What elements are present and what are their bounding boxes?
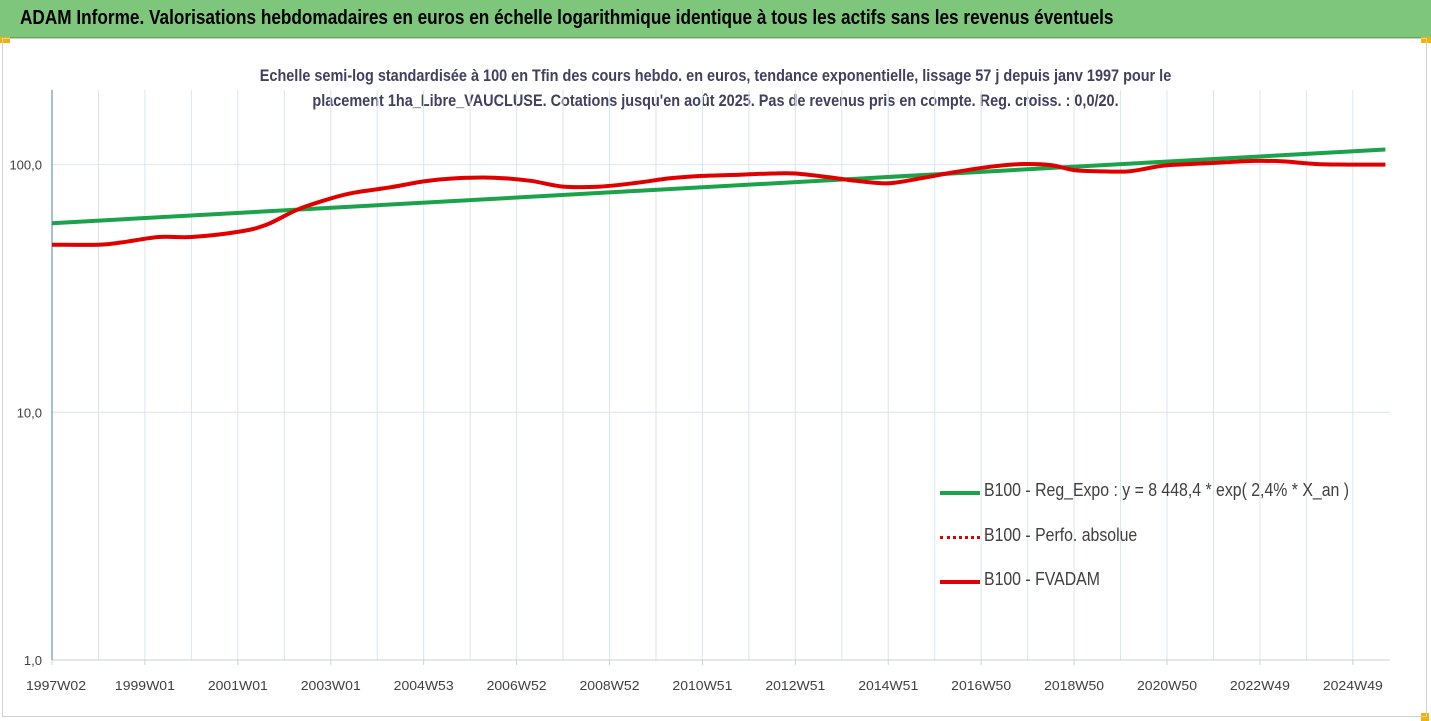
legend-label-regression: B100 - Reg_Expo : y = 8 448,4 * exp( 2,4… (984, 480, 1349, 500)
series-line-fvadam (51, 158, 1386, 247)
x-tick-label: 2001W01 (208, 678, 268, 693)
header-title: ADAM Informe. Valorisations hebdomadaire… (20, 7, 1114, 29)
x-tick-label: 2008W52 (580, 678, 640, 693)
y-tick-label: 10,0 (17, 405, 42, 420)
x-tick-label: 2022W49 (1230, 678, 1290, 693)
x-tick-label: 2018W50 (1044, 678, 1104, 693)
chart-title-line2: placement 1ha_Libre_VAUCLUSE. Cotations … (312, 91, 1119, 110)
chart-frame (2, 38, 1427, 717)
legend-label-perfo: B100 - Perfo. absolue (984, 525, 1138, 545)
header-banner: ADAM Informe. Valorisations hebdomadaire… (0, 0, 1431, 38)
x-tick-label: 2014W51 (858, 678, 918, 693)
y-tick-label: 100,0 (9, 158, 42, 173)
x-tick-label: 2020W50 (1137, 678, 1197, 693)
x-tick-label: 2016W50 (951, 678, 1011, 693)
x-tick-label: 2003W01 (301, 678, 361, 693)
legend-swatch-regression (940, 491, 980, 495)
x-tick-label: 2010W51 (672, 678, 732, 693)
x-tick-label: 2012W51 (765, 678, 825, 693)
x-tick-label: 2024W49 (1323, 678, 1383, 693)
corner-marker-bottom-right (1421, 713, 1429, 721)
legend-label-fvadam: B100 - FVADAM (984, 569, 1100, 589)
chart-title-line1: Echelle semi-log standardisée à 100 en T… (259, 66, 1172, 85)
x-tick-label: 2004W53 (394, 678, 454, 693)
x-tick-label: 1999W01 (115, 678, 175, 693)
x-tick-label: 1997W02 (26, 678, 86, 693)
corner-marker-left (0, 37, 10, 43)
y-tick-label: 1,0 (24, 653, 42, 668)
x-tick-label: 2006W52 (487, 678, 547, 693)
series-line-regression (51, 147, 1386, 226)
chart-title: Echelle semi-log standardisée à 100 en T… (0, 63, 1431, 113)
legend-swatch-fvadam (940, 580, 980, 584)
legend-swatch-perfo (940, 536, 980, 539)
